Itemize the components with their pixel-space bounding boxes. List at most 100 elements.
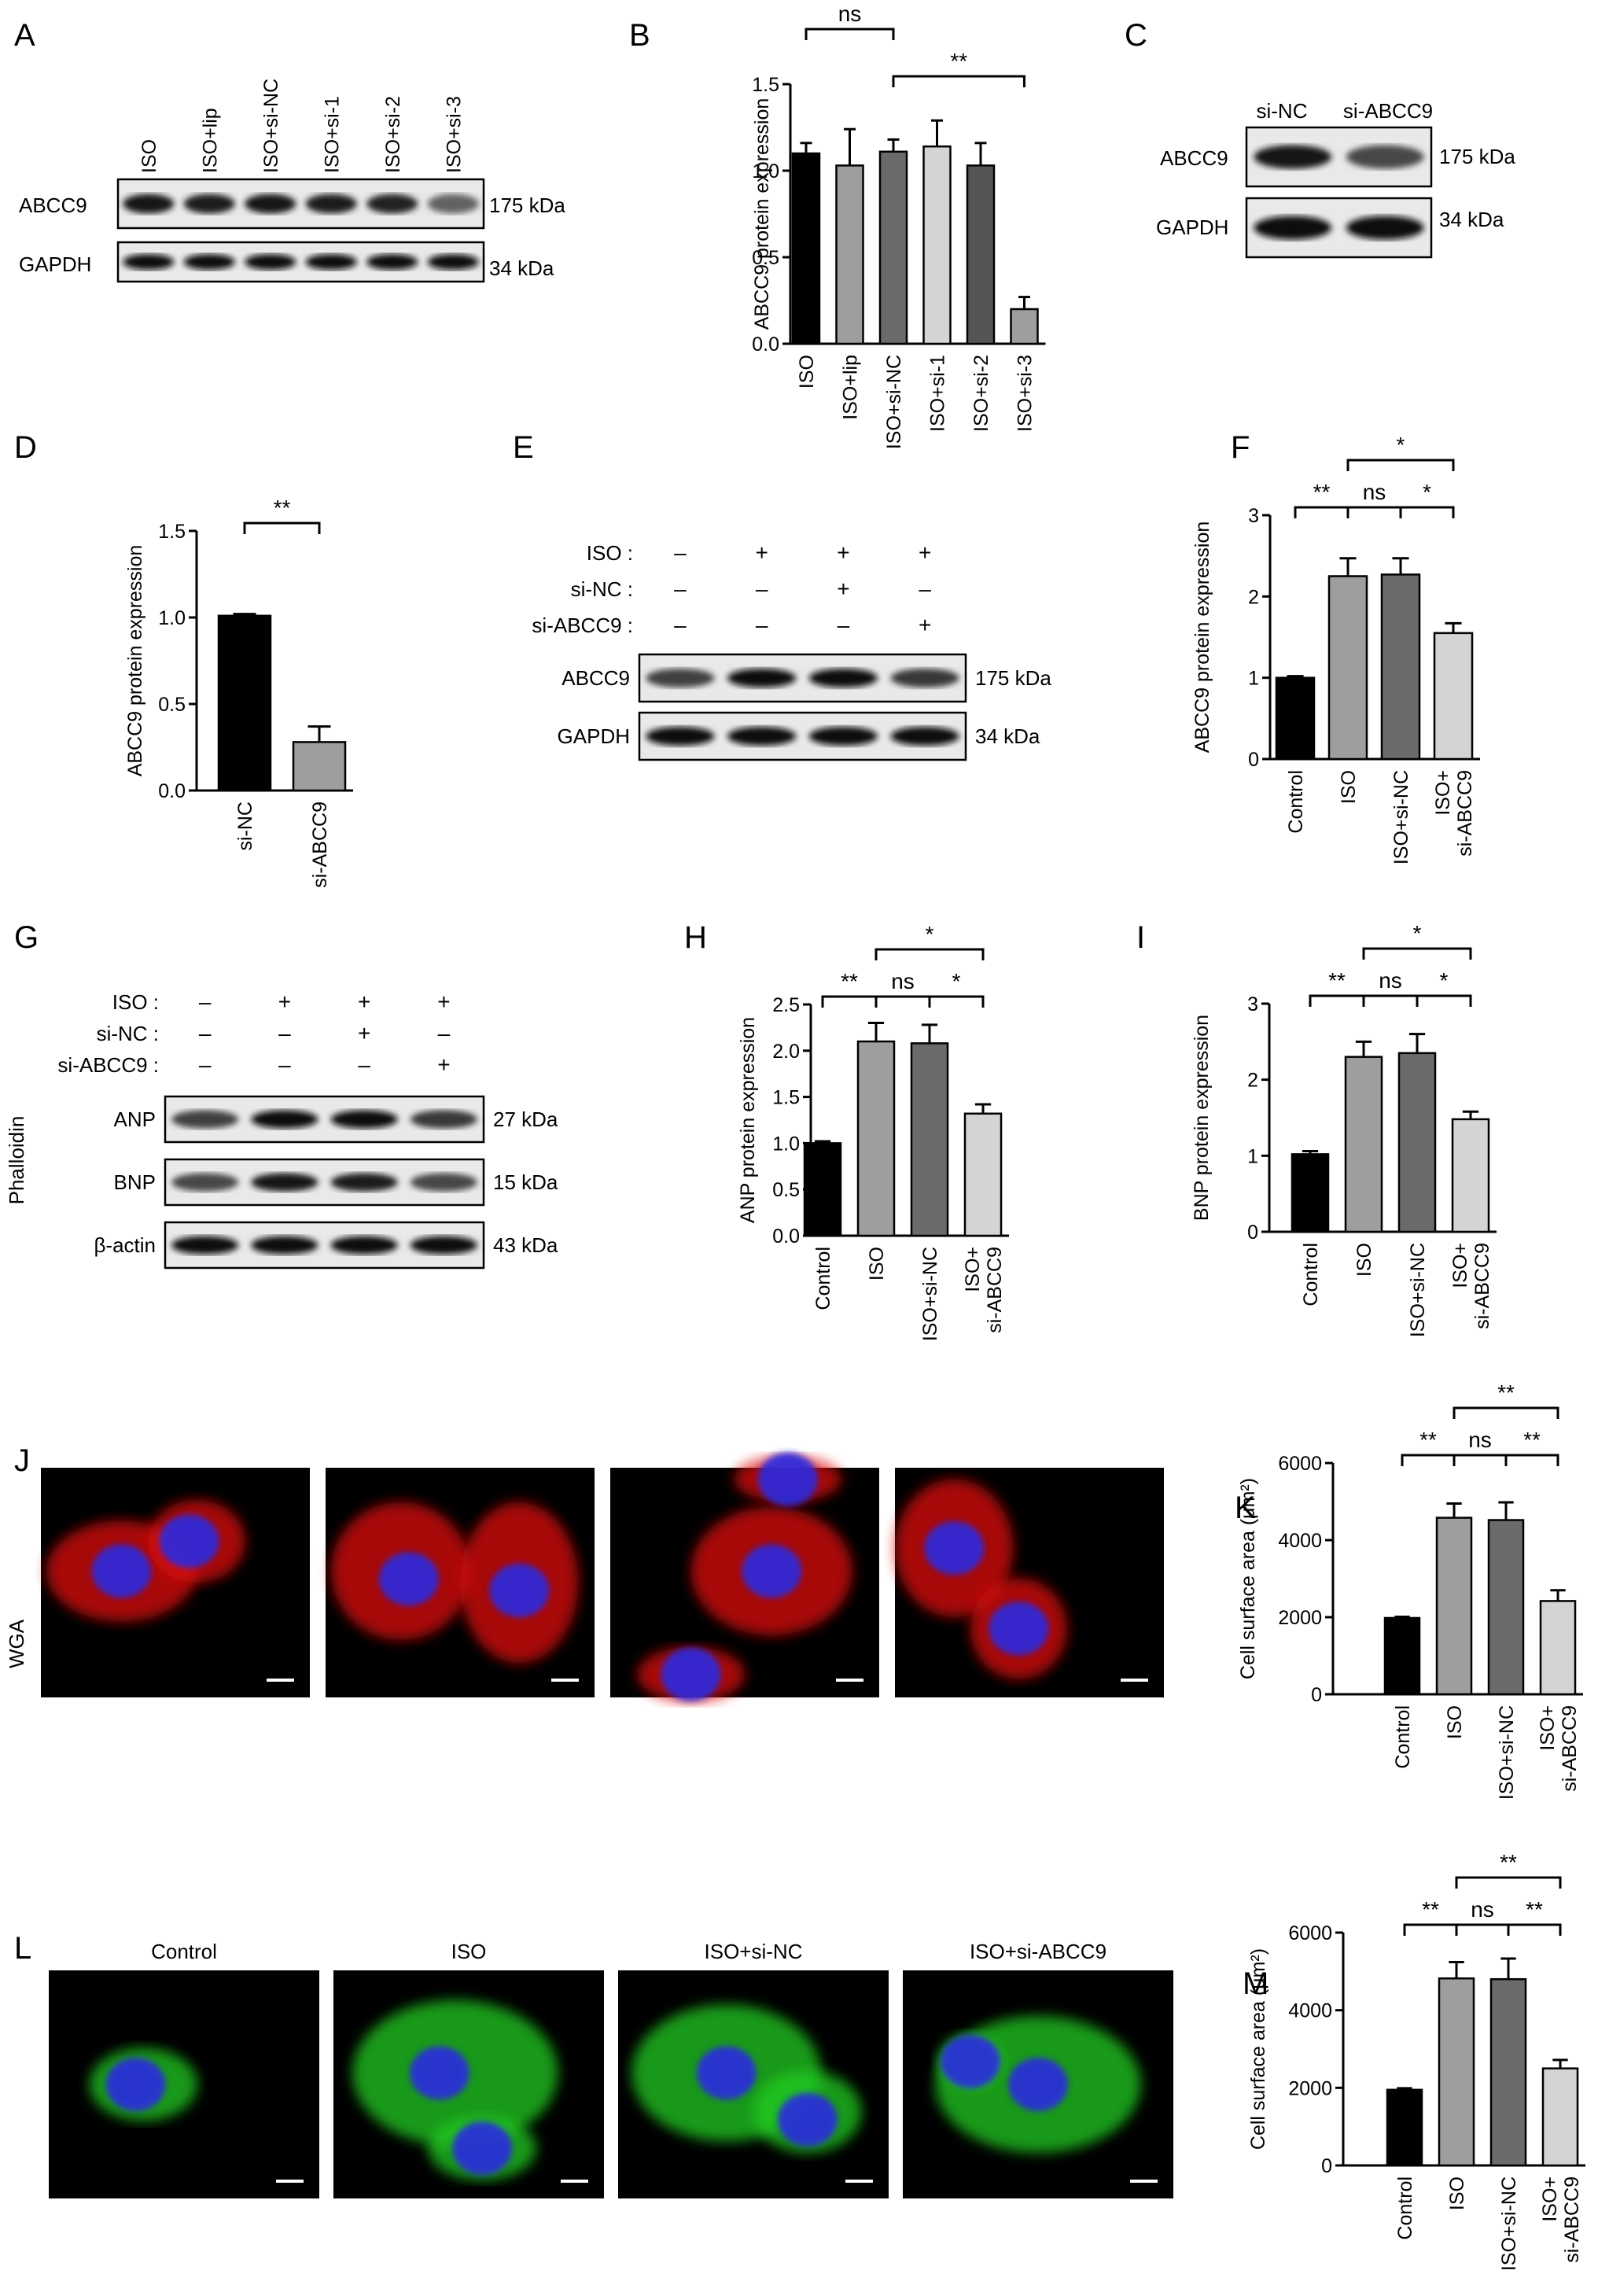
y-tick-label: 2.0 <box>772 1041 800 1063</box>
band <box>251 1173 318 1192</box>
y-tick-label: 3 <box>1247 993 1258 1015</box>
panel-letter: H <box>684 920 707 955</box>
significance-bracket <box>1416 994 1472 1007</box>
band <box>1346 216 1424 240</box>
x-tick-label: ISO+ <box>1449 1243 1471 1288</box>
bar <box>1433 632 1474 761</box>
band <box>305 254 357 270</box>
stain-label: WGA <box>5 1619 28 1668</box>
treatment-label: si-ABCC9 : <box>57 1053 159 1077</box>
significance-label: * <box>1397 433 1405 457</box>
bar <box>217 614 272 792</box>
band <box>808 727 878 746</box>
significance-label: ** <box>274 496 291 520</box>
bar <box>856 1040 896 1237</box>
micrograph <box>326 1468 595 1697</box>
image-title: ISO+si-NC <box>705 1940 803 1963</box>
significance-label: ** <box>1497 1380 1515 1405</box>
bar <box>910 1042 949 1237</box>
lane-label: ISO+lip <box>199 108 221 173</box>
x-tick-label: Control <box>812 1247 834 1310</box>
chart-F: F 0 1 2 3 ABCC9 protein expression Control ISO I… <box>1191 430 1480 864</box>
significance-bracket <box>1362 947 1472 960</box>
band <box>171 1236 239 1255</box>
treatment-label: ISO : <box>587 541 633 565</box>
treatment-sign: – <box>756 613 768 637</box>
lane-label: ISO+si-2 <box>382 96 404 173</box>
image-title: ISO+si-ABCC9 <box>970 1940 1106 1963</box>
panel-letter: K <box>1235 1491 1256 1525</box>
bar <box>1487 1519 1525 1696</box>
x-tick-label: Control <box>1285 770 1307 834</box>
y-tick-label: 1.5 <box>752 74 779 96</box>
significance-bracket <box>1401 1454 1456 1466</box>
panel-C: Csi-NC si-ABCC9 ABCC9 175 kDa GAPDH 34 kDa <box>1125 18 1515 259</box>
bar <box>1380 573 1421 761</box>
significance-bracket <box>1403 1923 1458 1936</box>
y-tick-label: 2 <box>1247 1070 1258 1092</box>
x-tick-label: ISO <box>796 355 818 389</box>
x-tick-label: ISO <box>866 1247 888 1281</box>
micrograph <box>610 1452 879 1702</box>
y-tick-label: 0 <box>1248 749 1259 771</box>
significance-label: * <box>926 922 934 946</box>
lane-label: si-NC <box>1257 99 1308 123</box>
y-tick-label: 1 <box>1247 1145 1258 1167</box>
blot-label: β-actin <box>94 1233 156 1257</box>
treatment-sign: – <box>278 1021 291 1045</box>
kda-label: 43 kDa <box>493 1233 558 1257</box>
significance-bracket <box>821 995 878 1008</box>
significance-label: ns <box>1471 1897 1494 1922</box>
blot-label: ANP <box>114 1107 156 1131</box>
bar <box>1489 1977 1527 2167</box>
treatment-sign: – <box>199 1052 212 1077</box>
y-tick-label: 0.5 <box>752 247 779 269</box>
x-tick-label: ISO <box>1338 770 1360 804</box>
y-axis-label: ABCC9 protein expression <box>1191 521 1213 754</box>
y-tick-label: 1.5 <box>772 1087 800 1109</box>
band <box>245 254 296 270</box>
x-tick-label: ISO+si-NC <box>1496 1705 1518 1800</box>
significance-bracket <box>1294 506 1349 518</box>
micrograph <box>903 1970 1173 2198</box>
significance-label: ** <box>1526 1897 1543 1922</box>
panel-letter: F <box>1231 430 1250 465</box>
bar <box>1383 1616 1421 1696</box>
treatment-sign: + <box>919 613 931 637</box>
y-tick-label: 2 <box>1248 586 1259 608</box>
blot-label: GAPDH <box>19 252 91 276</box>
bar <box>966 164 996 345</box>
micrograph <box>49 1970 319 2198</box>
x-tick-label: ISO <box>1444 1705 1466 1739</box>
nucleus <box>1008 2058 1068 2111</box>
significance-bracket <box>1453 1454 1508 1466</box>
significance-label: * <box>1440 968 1449 993</box>
kda-label: 175 kDa <box>975 666 1051 690</box>
stain-label: Phalloidin <box>5 1116 28 1205</box>
treatment-sign: – <box>438 1021 451 1045</box>
chart-I: I 0 1 2 3 BNP protein expression Control ISO ISO… <box>1136 920 1497 1337</box>
significance-label: ** <box>950 49 967 73</box>
blot-label: ABCC9 <box>562 666 630 690</box>
treatment-sign: + <box>358 990 370 1014</box>
treatment-sign: – <box>674 613 687 637</box>
significance-label: ns <box>838 2 862 26</box>
significance-bracket <box>1453 1406 1559 1419</box>
band <box>646 669 715 687</box>
x-tick-label: si-ABCC9 <box>1561 2176 1583 2263</box>
x-tick-label: ISO+si-1 <box>927 355 949 432</box>
y-tick-label: 2.5 <box>772 994 800 1016</box>
y-axis-label: ABCC9 protein expression <box>124 545 146 777</box>
significance-label: ** <box>1500 1850 1517 1874</box>
band <box>646 727 715 746</box>
bar <box>835 164 864 345</box>
significance-bracket <box>874 948 985 960</box>
x-tick-label: ISO+si-NC <box>1498 2176 1520 2271</box>
x-tick-label: ISO+si-3 <box>1014 355 1036 432</box>
y-tick-label: 2000 <box>1278 1607 1322 1629</box>
band <box>1254 216 1332 240</box>
significance-label: ns <box>1468 1428 1492 1452</box>
significance-label: ** <box>1328 968 1346 993</box>
kda-label: 34 kDa <box>489 256 554 280</box>
y-tick-label: 1.0 <box>158 607 186 629</box>
